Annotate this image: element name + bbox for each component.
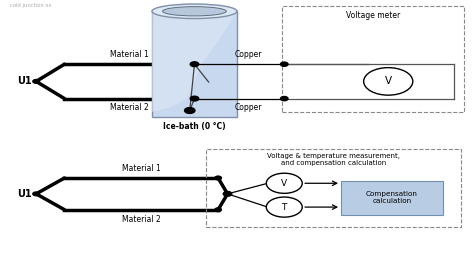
Text: V: V bbox=[281, 179, 287, 188]
Text: Copper: Copper bbox=[235, 51, 263, 59]
Bar bbox=[206, 149, 462, 227]
Polygon shape bbox=[152, 11, 237, 112]
Text: Material 1: Material 1 bbox=[122, 164, 161, 173]
Bar bbox=[152, 11, 237, 117]
Circle shape bbox=[215, 176, 221, 180]
Bar bbox=[282, 6, 464, 112]
Circle shape bbox=[223, 192, 232, 196]
Text: U1: U1 bbox=[17, 76, 31, 86]
Text: T: T bbox=[282, 203, 287, 211]
Circle shape bbox=[33, 192, 39, 196]
Text: V: V bbox=[385, 76, 392, 86]
Text: Material 2: Material 2 bbox=[122, 214, 161, 223]
Circle shape bbox=[184, 108, 195, 113]
Circle shape bbox=[33, 80, 39, 83]
Text: Voltage meter: Voltage meter bbox=[346, 11, 400, 20]
Ellipse shape bbox=[163, 7, 227, 16]
Text: Copper: Copper bbox=[235, 103, 263, 112]
Bar bbox=[341, 181, 443, 215]
Circle shape bbox=[364, 68, 413, 95]
Circle shape bbox=[215, 208, 221, 211]
Circle shape bbox=[190, 62, 199, 66]
Text: cold junction xx: cold junction xx bbox=[10, 3, 52, 8]
Text: Compensation
calculation: Compensation calculation bbox=[366, 191, 418, 204]
Text: Material 2: Material 2 bbox=[110, 103, 149, 112]
Circle shape bbox=[281, 62, 288, 66]
Circle shape bbox=[266, 173, 302, 193]
Text: Ice-bath (0 °C): Ice-bath (0 °C) bbox=[163, 122, 226, 131]
Text: U1: U1 bbox=[17, 189, 31, 199]
Ellipse shape bbox=[152, 4, 237, 19]
Text: Material 1: Material 1 bbox=[110, 51, 149, 59]
Circle shape bbox=[266, 197, 302, 217]
Text: Voltage & temperature measurement,
and compensation calculation: Voltage & temperature measurement, and c… bbox=[267, 153, 401, 166]
Circle shape bbox=[281, 97, 288, 101]
Circle shape bbox=[190, 96, 199, 101]
